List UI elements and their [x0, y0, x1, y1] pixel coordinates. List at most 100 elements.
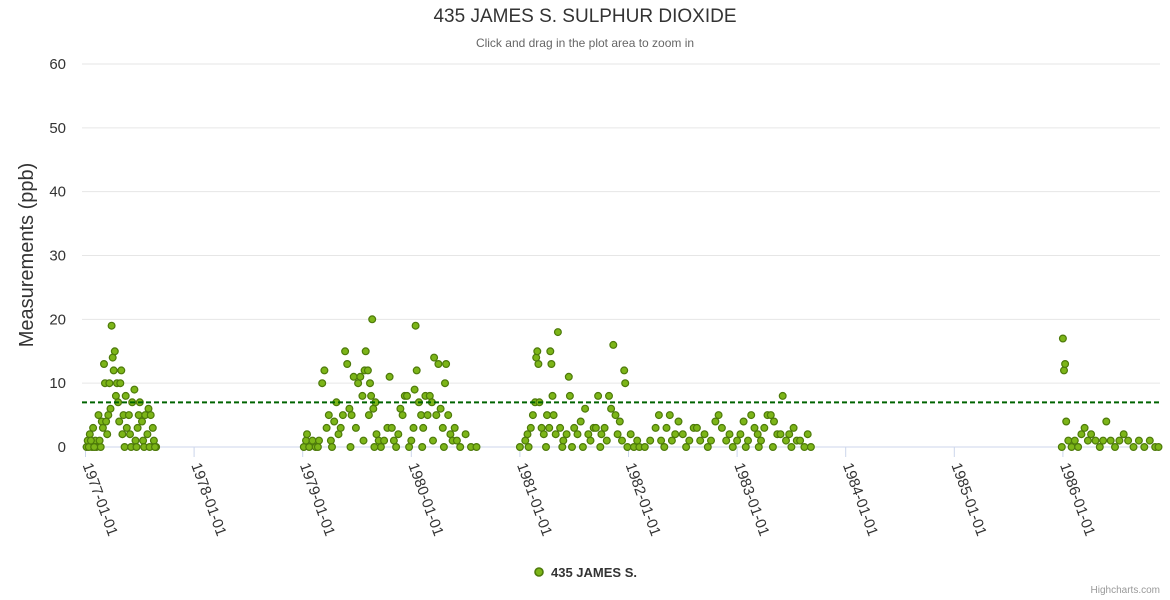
data-point[interactable] [591, 423, 600, 432]
data-point[interactable] [94, 411, 103, 420]
data-point[interactable] [118, 430, 127, 439]
data-point[interactable] [584, 430, 593, 439]
data-point[interactable] [444, 411, 453, 420]
data-point[interactable] [385, 372, 394, 381]
data-point[interactable] [776, 430, 785, 439]
data-point[interactable] [144, 404, 153, 413]
data-point[interactable] [133, 423, 142, 432]
data-point[interactable] [363, 366, 372, 375]
data-point[interactable] [398, 411, 407, 420]
data-point[interactable] [148, 423, 157, 432]
data-point[interactable] [472, 443, 481, 452]
data-point[interactable] [336, 423, 345, 432]
data-point[interactable] [545, 423, 554, 432]
data-point[interactable] [521, 436, 530, 445]
data-point[interactable] [1154, 443, 1163, 452]
data-point[interactable] [570, 423, 579, 432]
data-point[interactable] [547, 360, 556, 369]
data-point[interactable] [439, 443, 448, 452]
data-point[interactable] [1058, 334, 1067, 343]
data-point[interactable] [361, 347, 370, 356]
data-point[interactable] [149, 436, 158, 445]
legend-label[interactable]: 435 JAMES S. [551, 565, 637, 580]
data-point[interactable] [1091, 436, 1100, 445]
data-point[interactable] [376, 443, 385, 452]
data-point[interactable] [609, 340, 618, 349]
data-point[interactable] [692, 423, 701, 432]
data-point[interactable] [324, 411, 333, 420]
data-point[interactable] [1080, 423, 1089, 432]
data-point[interactable] [387, 423, 396, 432]
data-point[interactable] [411, 321, 420, 330]
data-point[interactable] [423, 411, 432, 420]
data-point[interactable] [1129, 443, 1138, 452]
data-point[interactable] [515, 443, 524, 452]
data-point[interactable] [736, 430, 745, 439]
data-point[interactable] [121, 391, 130, 400]
data-point[interactable] [607, 404, 616, 413]
data-point[interactable] [800, 443, 809, 452]
data-point[interactable] [442, 360, 451, 369]
data-point[interactable] [369, 404, 378, 413]
data-point[interactable] [665, 411, 674, 420]
credits-link[interactable]: Highcharts.com [1090, 585, 1160, 596]
data-point[interactable] [446, 430, 455, 439]
data-point[interactable] [405, 443, 414, 452]
data-point[interactable] [640, 443, 649, 452]
data-point[interactable] [318, 379, 327, 388]
data-point[interactable] [313, 443, 322, 452]
data-point[interactable] [338, 411, 347, 420]
data-point[interactable] [441, 379, 450, 388]
data-point[interactable] [1087, 430, 1096, 439]
data-point[interactable] [796, 436, 805, 445]
data-point[interactable] [685, 436, 694, 445]
data-point[interactable] [328, 443, 337, 452]
data-point[interactable] [523, 430, 532, 439]
data-point[interactable] [671, 430, 680, 439]
data-point[interactable] [1077, 430, 1086, 439]
data-point[interactable] [138, 417, 147, 426]
data-point[interactable] [1145, 436, 1154, 445]
data-point[interactable] [542, 411, 551, 420]
data-points[interactable] [82, 315, 1163, 452]
data-point[interactable] [596, 443, 605, 452]
data-point[interactable] [345, 404, 354, 413]
data-point[interactable] [1110, 443, 1119, 452]
data-point[interactable] [654, 411, 663, 420]
data-point[interactable] [1064, 436, 1073, 445]
data-point[interactable] [410, 385, 419, 394]
data-point[interactable] [380, 436, 389, 445]
data-point[interactable] [305, 443, 314, 452]
data-point[interactable] [122, 423, 131, 432]
data-point[interactable] [660, 443, 669, 452]
data-point[interactable] [756, 436, 765, 445]
data-point[interactable] [549, 411, 558, 420]
data-point[interactable] [303, 430, 312, 439]
data-point[interactable] [696, 436, 705, 445]
data-point[interactable] [452, 436, 461, 445]
data-point[interactable] [581, 404, 590, 413]
data-point[interactable] [617, 436, 626, 445]
legend[interactable]: 435 JAMES S. [534, 565, 637, 580]
data-point[interactable] [146, 411, 155, 420]
data-point[interactable] [407, 436, 416, 445]
data-point[interactable] [741, 443, 750, 452]
data-point[interactable] [728, 443, 737, 452]
data-point[interactable] [739, 417, 748, 426]
data-point[interactable] [403, 391, 412, 400]
data-point[interactable] [1140, 443, 1149, 452]
data-point[interactable] [356, 372, 365, 381]
data-point[interactable] [806, 443, 815, 452]
data-point[interactable] [620, 366, 629, 375]
data-point[interactable] [621, 379, 630, 388]
data-point[interactable] [315, 436, 324, 445]
data-point[interactable] [124, 411, 133, 420]
data-point[interactable] [354, 379, 363, 388]
data-point[interactable] [1057, 443, 1066, 452]
data-point[interactable] [750, 423, 759, 432]
data-point[interactable] [367, 391, 376, 400]
data-point[interactable] [626, 430, 635, 439]
data-point[interactable] [565, 391, 574, 400]
data-point[interactable] [528, 411, 537, 420]
